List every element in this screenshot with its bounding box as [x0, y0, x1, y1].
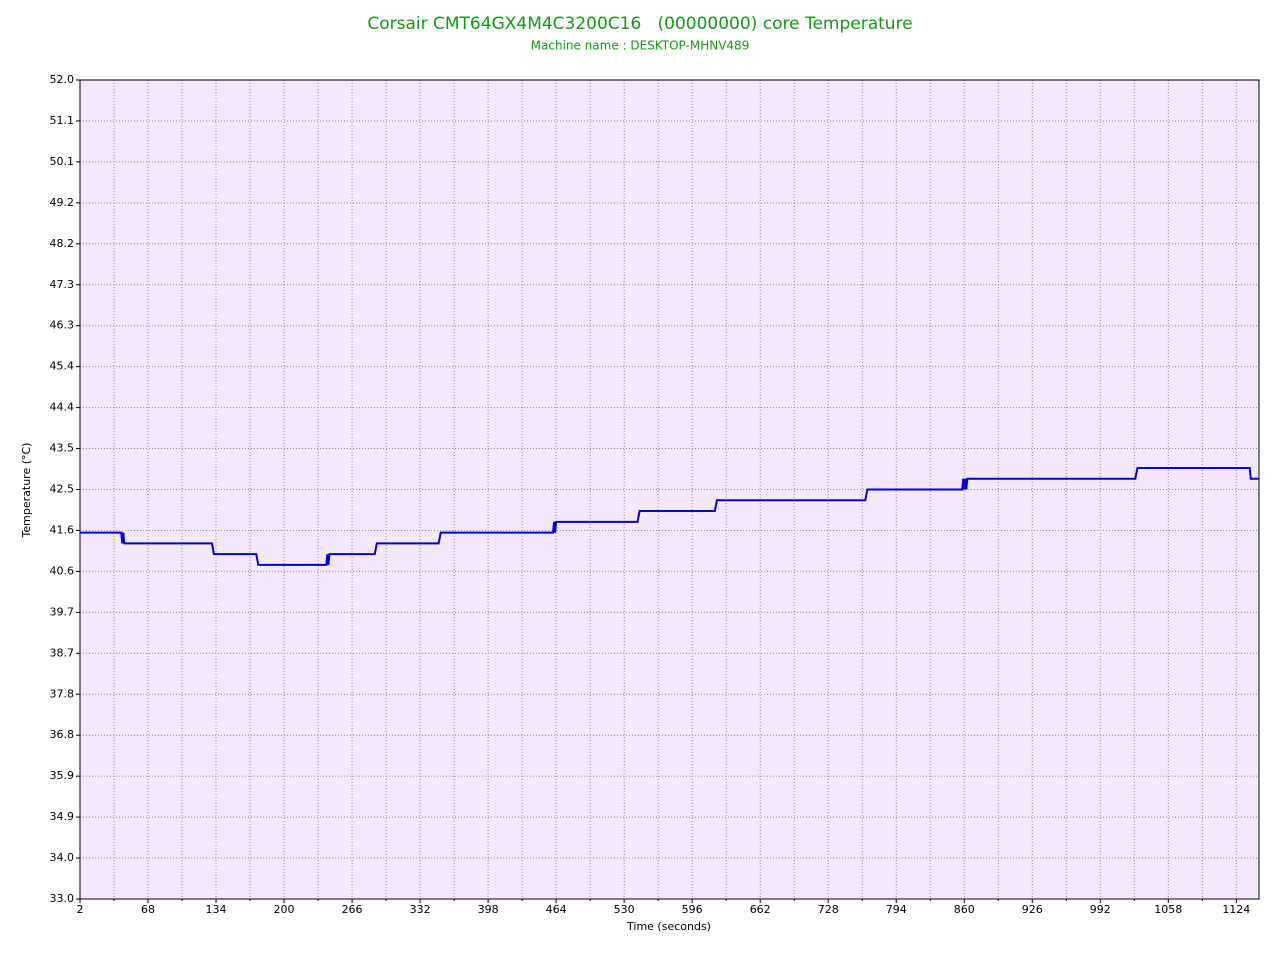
x-tick-label: 530: [614, 903, 635, 916]
x-tick-label: 2: [77, 903, 84, 916]
y-tick-label: 36.8: [50, 728, 75, 741]
x-tick-label: 794: [886, 903, 907, 916]
x-tick-label: 1124: [1222, 903, 1250, 916]
y-tick-label: 48.2: [50, 237, 75, 250]
chart-subtitle: Machine name : DESKTOP-MHNV489: [531, 39, 750, 53]
x-tick-label: 1058: [1154, 903, 1182, 916]
y-axis-label: Temperature (°C): [20, 443, 33, 539]
y-tick-label: 34.9: [50, 810, 75, 823]
y-tick-label: 38.7: [50, 646, 75, 659]
x-tick-label: 728: [818, 903, 839, 916]
y-tick-label: 34.0: [50, 851, 75, 864]
x-tick-label: 464: [546, 903, 567, 916]
x-tick-label: 596: [682, 903, 703, 916]
y-tick-label: 35.9: [50, 769, 75, 782]
y-tick-label: 39.7: [50, 605, 75, 618]
y-tick-label: 50.1: [50, 155, 75, 168]
y-tick-label: 45.4: [50, 360, 75, 373]
y-tick-label: 41.6: [50, 523, 75, 536]
y-tick-label: 33.0: [50, 892, 75, 905]
x-tick-label: 992: [1090, 903, 1111, 916]
x-tick-label: 860: [954, 903, 975, 916]
x-tick-label: 134: [206, 903, 227, 916]
x-tick-label: 266: [342, 903, 363, 916]
y-tick-label: 44.4: [50, 401, 75, 414]
chart-title: Corsair CMT64GX4M4C3200C16 (00000000) co…: [367, 14, 912, 34]
y-tick-label: 49.2: [50, 196, 75, 209]
y-tick-label: 51.1: [50, 114, 75, 127]
x-tick-label: 926: [1022, 903, 1043, 916]
x-tick-label: 662: [750, 903, 771, 916]
y-tick-label: 47.3: [50, 278, 75, 291]
y-tick-label: 52.0: [50, 73, 75, 86]
plot-area: [80, 80, 1259, 899]
data-line: [80, 466, 1259, 566]
y-tick-label: 42.5: [50, 483, 75, 496]
y-tick-label: 46.3: [50, 319, 75, 332]
x-axis-label: Time (seconds): [626, 920, 711, 933]
y-tick-label: 43.5: [50, 442, 75, 455]
y-tick-label: 37.8: [50, 687, 75, 700]
x-tick-label: 200: [274, 903, 295, 916]
x-tick-label: 398: [478, 903, 499, 916]
x-tick-label: 332: [410, 903, 431, 916]
x-tick-label: 68: [141, 903, 155, 916]
y-tick-label: 40.6: [50, 564, 75, 577]
